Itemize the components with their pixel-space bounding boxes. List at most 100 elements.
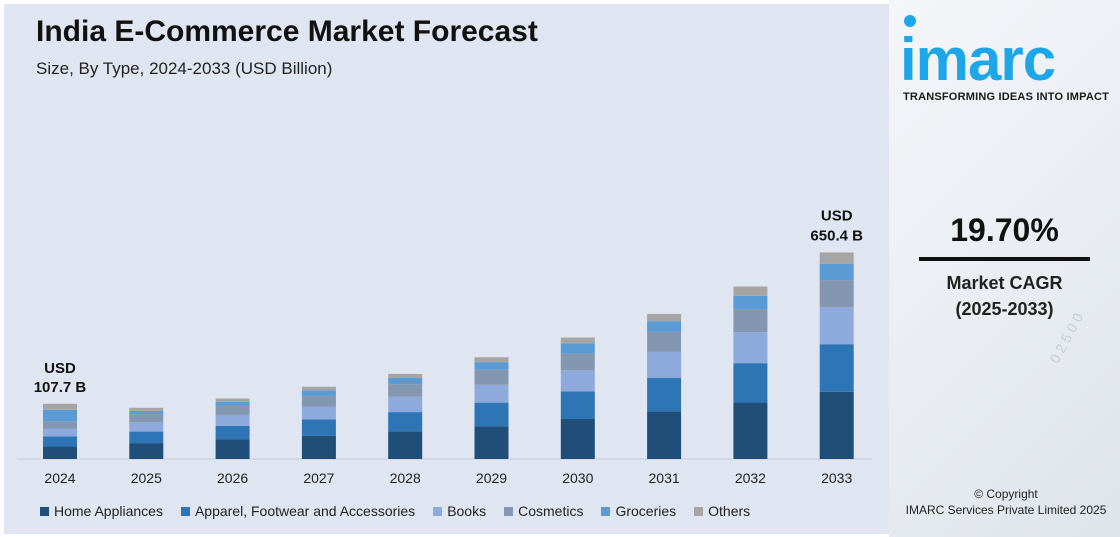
legend-swatch: [694, 506, 704, 516]
bar-segment-2024-0: [43, 446, 77, 459]
bar-segment-2030-2: [560, 370, 595, 392]
bar-segment-2025-5: [129, 407, 164, 411]
bar-segment-2028-2: [388, 396, 423, 413]
bar-segment-2029-0: [474, 426, 509, 459]
bar-segment-2025-3: [129, 414, 164, 423]
first-value-label: 107.7 B: [34, 379, 87, 396]
copyright: © Copyright IMARC Services Private Limit…: [896, 486, 1116, 518]
bar-segment-2026-3: [215, 405, 250, 415]
brand-tagline: TRANSFORMING IDEAS INTO IMPACT: [903, 91, 1110, 103]
bar-segment-2030-0: [560, 419, 595, 459]
bar-segment-2030-4: [560, 343, 595, 354]
chart-title: India E-Commerce Market Forecast: [36, 15, 538, 48]
bar-segment-2032-4: [733, 295, 768, 310]
legend-swatch: [601, 506, 611, 516]
bar-segment-2031-3: [647, 331, 682, 352]
bar-segment-2031-0: [647, 411, 682, 459]
bar-segment-2033-0: [819, 391, 854, 459]
legend-swatch: [433, 506, 443, 516]
stacked-bar-chart: 2024 2025 2026 2027 2028 2029 2030 2031 2032 2033…: [17, 207, 872, 486]
bar-segment-2027-0: [301, 435, 336, 459]
bar-segment-2032-0: [733, 402, 768, 459]
bar-segment-2031-2: [647, 351, 682, 379]
legend-label: Others: [708, 503, 751, 519]
bar-segment-2028-4: [388, 378, 423, 385]
bar-segment-2024-2: [43, 428, 77, 437]
bar-segment-2027-4: [301, 390, 336, 396]
bar-segment-2024-5: [43, 403, 77, 410]
legend-label: Groceries: [615, 503, 677, 519]
chart-subtitle: Size, By Type, 2024-2033 (USD Billion): [36, 59, 333, 78]
imarc-logo: imarc: [900, 26, 1056, 93]
cagr-divider: [919, 257, 1090, 261]
legend-label: Apparel, Footwear and Accessories: [194, 503, 416, 519]
bar-segment-2033-3: [819, 280, 854, 308]
bar-segment-2032-5: [733, 286, 768, 296]
bar-segment-2031-5: [647, 313, 682, 322]
bar-segment-2033-5: [819, 252, 854, 264]
bar-segment-2028-3: [388, 384, 423, 397]
cagr-label-text: Market CAGR: [946, 273, 1063, 293]
bar-segment-2027-3: [301, 395, 336, 407]
bar-segment-2027-2: [301, 406, 336, 420]
legend-label: Books: [447, 503, 487, 519]
legend-swatch: [40, 506, 49, 516]
logo-dot: [904, 15, 916, 27]
last-value-label: 650.4 B: [810, 227, 863, 244]
x-tick-label: 2028: [390, 470, 421, 486]
x-tick-label: 2033: [821, 470, 852, 486]
bar-segment-2029-4: [474, 362, 509, 370]
bar-segment-2024-4: [43, 409, 77, 422]
bar-segment-2027-1: [301, 419, 336, 436]
chart-legend: Home Appliances Apparel, Footwear and Acc…: [40, 503, 768, 519]
brand-panel: 0 2 5 0 0: [889, 0, 1120, 537]
cagr-value: 19.70%: [950, 212, 1059, 248]
bar-segment-2026-1: [215, 425, 250, 440]
cagr-period: (2025-2033): [955, 299, 1054, 319]
x-tick-label: 2026: [217, 470, 248, 486]
bar-segment-2029-2: [474, 384, 509, 403]
first-value-unit: USD: [44, 360, 76, 377]
x-tick-label: 2027: [303, 470, 334, 486]
bar-segment-2027-5: [301, 386, 336, 391]
bar-segment-2031-4: [647, 321, 682, 332]
legend-swatch: [180, 506, 190, 516]
bar-segment-2030-1: [560, 391, 595, 420]
bar-segment-2031-1: [647, 378, 682, 412]
bar-segment-2032-1: [733, 363, 768, 403]
bar-segment-2029-3: [474, 369, 509, 385]
legend-label: Cosmetics: [518, 503, 584, 519]
bar-segment-2028-1: [388, 412, 423, 432]
bar-segment-2033-1: [819, 344, 854, 392]
bar-segment-2028-0: [388, 431, 423, 459]
bar-segment-2028-5: [388, 373, 423, 379]
bar-segment-2029-1: [474, 402, 509, 427]
legend-item: Others: [694, 503, 750, 519]
x-tick-label: 2031: [649, 470, 680, 486]
bar-segment-2026-5: [215, 398, 250, 402]
bar-segment-2026-4: [215, 401, 250, 406]
bar-segment-2029-5: [474, 357, 509, 363]
cagr-label: Market CAGR (2025-2033): [919, 270, 1090, 322]
x-tick-label: 2030: [562, 470, 593, 486]
legend-label: Home Appliances: [54, 503, 163, 519]
bar-segment-2024-1: [43, 436, 77, 447]
copyright-company: IMARC Services Private Limited 2025: [905, 503, 1107, 517]
bar-segment-2032-3: [733, 309, 768, 333]
legend-item: Apparel, Footwear and Accessories: [180, 503, 416, 519]
bar-segment-2024-3: [43, 421, 77, 429]
bar-segment-2026-2: [215, 414, 250, 426]
bar-segment-2032-2: [733, 332, 768, 364]
x-tick-label: 2032: [735, 470, 766, 486]
copyright-text: © Copyright: [974, 487, 1038, 501]
legend-item: Books: [433, 503, 486, 519]
legend-item: Home Appliances: [40, 503, 163, 519]
bar-segment-2030-5: [560, 337, 595, 344]
bar-segment-2025-4: [129, 410, 164, 415]
bar-segment-2025-1: [129, 431, 164, 444]
legend-item: Groceries: [601, 503, 676, 519]
x-tick-label: 2029: [476, 470, 507, 486]
bar-segment-2025-0: [129, 443, 164, 459]
bar-segment-2030-3: [560, 353, 595, 371]
bar-segment-2033-2: [819, 307, 854, 345]
